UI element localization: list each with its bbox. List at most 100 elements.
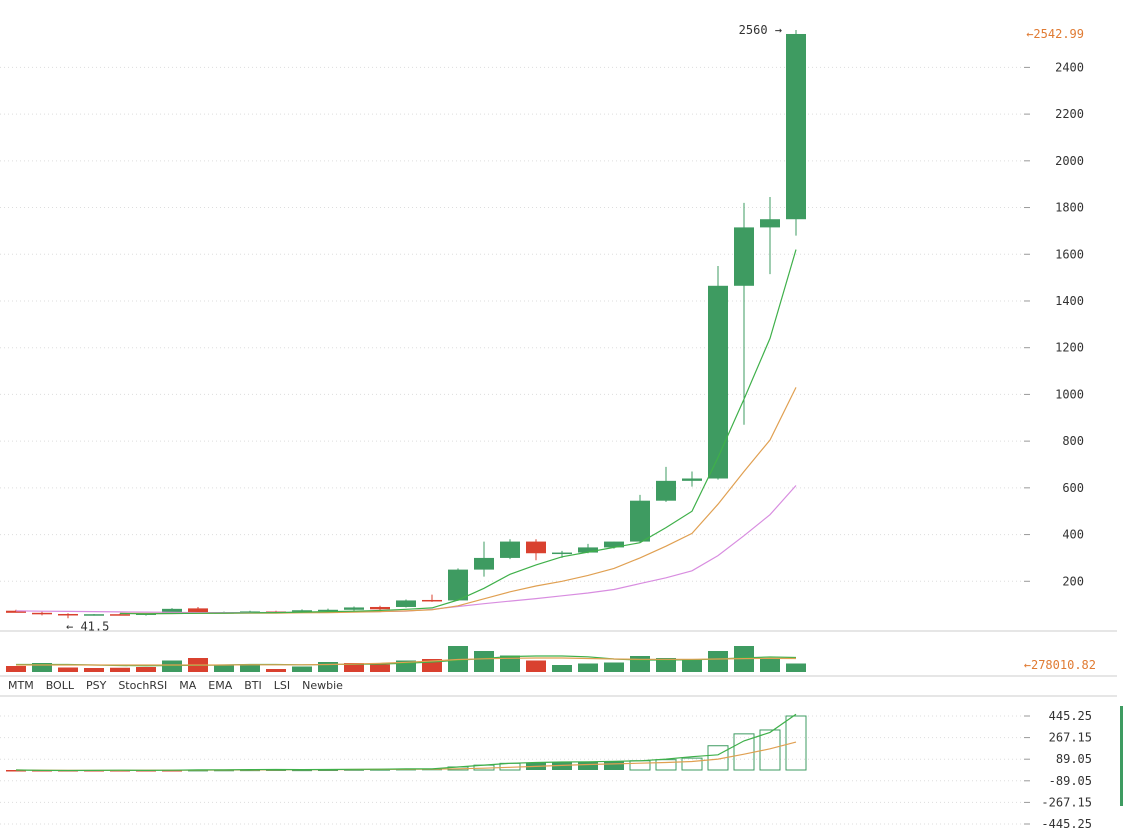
volume-bar — [396, 660, 416, 672]
candle-body — [32, 612, 52, 615]
volume-bar — [110, 667, 130, 672]
y-tick-label: 400 — [1062, 528, 1084, 542]
tab-bti[interactable]: BTI — [244, 679, 262, 692]
tab-newbie[interactable]: Newbie — [302, 679, 343, 692]
y-tick-label: 1200 — [1055, 341, 1084, 355]
mtm-tick-label: 445.25 — [1049, 709, 1092, 723]
volume-bar — [552, 665, 572, 672]
volume-ma-line — [16, 657, 797, 666]
candle-body — [344, 607, 364, 610]
mtm-tick-label: -89.05 — [1049, 774, 1092, 788]
volume-bar — [578, 663, 598, 672]
y-tick-label: 1400 — [1055, 294, 1084, 308]
tab-boll[interactable]: BOLL — [45, 679, 74, 692]
tab-psy[interactable]: PSY — [85, 679, 107, 692]
mtm-bar — [292, 769, 312, 772]
candle-body — [448, 569, 468, 601]
volume-bar — [474, 651, 494, 672]
tab-mtm[interactable]: MTM — [8, 679, 34, 692]
ma-slow-line — [15, 485, 797, 614]
candle-body — [786, 33, 806, 220]
volume-bar — [240, 665, 260, 672]
y-tick-label: 1800 — [1055, 201, 1084, 215]
tab-ema[interactable]: EMA — [208, 679, 233, 692]
mtm-bar — [6, 770, 26, 772]
volume-bar — [760, 658, 780, 672]
y-tick-label: 2400 — [1055, 60, 1084, 74]
volume-bar — [266, 669, 286, 672]
mtm-bar — [655, 759, 677, 771]
mtm-bar — [578, 761, 598, 770]
volume-bar — [604, 662, 624, 672]
candle-body — [500, 541, 520, 558]
last-price-label: ←2542.99 — [1026, 27, 1084, 41]
candle-body — [656, 480, 676, 501]
scrollbar-handle[interactable] — [1120, 706, 1123, 806]
tab-stochrsi[interactable]: StochRSI — [118, 679, 168, 692]
candle-body — [630, 500, 650, 542]
mtm-bar — [318, 769, 338, 772]
y-tick-label: 800 — [1062, 434, 1084, 448]
y-tick-label: 600 — [1062, 481, 1084, 495]
volume-bar — [136, 667, 156, 672]
candle-body — [422, 599, 442, 602]
volume-bar — [32, 663, 52, 672]
tab-lsi[interactable]: LSI — [273, 679, 291, 692]
candle-body — [110, 614, 130, 616]
candle-body — [682, 478, 702, 481]
volume-bar — [6, 666, 26, 672]
candle-body — [604, 541, 624, 548]
mtm-bar — [629, 760, 651, 771]
y-tick-label: 2000 — [1055, 154, 1084, 168]
y-tick-label: 200 — [1062, 574, 1084, 588]
candle-body — [58, 613, 78, 616]
mtm-bar — [604, 761, 624, 770]
candle-body — [708, 285, 728, 479]
volume-last-label: ←278010.82 — [1024, 658, 1096, 672]
candle-body — [162, 608, 182, 614]
candle-body — [370, 606, 390, 610]
candle-body — [526, 541, 546, 554]
volume-bar — [786, 663, 806, 672]
volume-bar — [344, 663, 364, 672]
volume-bar — [500, 655, 520, 672]
candle-body — [188, 608, 208, 613]
volume-bar — [58, 667, 78, 672]
mtm-tick-label: -445.25 — [1041, 817, 1092, 828]
y-tick-label: 1000 — [1055, 387, 1084, 401]
volume-bar — [708, 651, 728, 672]
candle-body — [578, 547, 598, 553]
candle-body — [760, 219, 780, 228]
volume-bar — [84, 668, 104, 672]
mtm-bar — [785, 715, 807, 771]
candle-body — [318, 609, 338, 612]
y-tick-label: 1600 — [1055, 247, 1084, 261]
tab-ma[interactable]: MA — [179, 679, 197, 692]
volume-bar — [162, 660, 182, 672]
mtm-bar — [759, 729, 781, 771]
candle-body — [396, 600, 416, 607]
volume-bar — [292, 666, 312, 672]
candle-body — [734, 227, 754, 286]
volume-bar — [526, 660, 546, 672]
indicator-tabs: MTM BOLL PSY StochRSI MA EMA BTI LSI Newbie — [0, 678, 347, 696]
volume-bar — [318, 662, 338, 672]
mtm-tick-label: -267.15 — [1041, 795, 1092, 809]
mtm-bar — [681, 757, 703, 771]
volume-bar — [370, 664, 390, 672]
volume-bar — [682, 659, 702, 672]
volume-ma-line — [16, 655, 797, 667]
candle-body — [292, 610, 312, 612]
high-price-label: 2560 → — [739, 23, 782, 37]
y-tick-label: 2200 — [1055, 107, 1084, 121]
ma-fast-line — [119, 249, 797, 615]
candle-body — [6, 610, 26, 613]
mtm-tick-label: 89.05 — [1056, 752, 1092, 766]
candle-body — [552, 552, 572, 555]
volume-bar — [214, 664, 234, 672]
candle-body — [474, 557, 494, 570]
mtm-signal-line — [15, 741, 797, 772]
low-price-label: ← 41.5 — [66, 619, 109, 633]
